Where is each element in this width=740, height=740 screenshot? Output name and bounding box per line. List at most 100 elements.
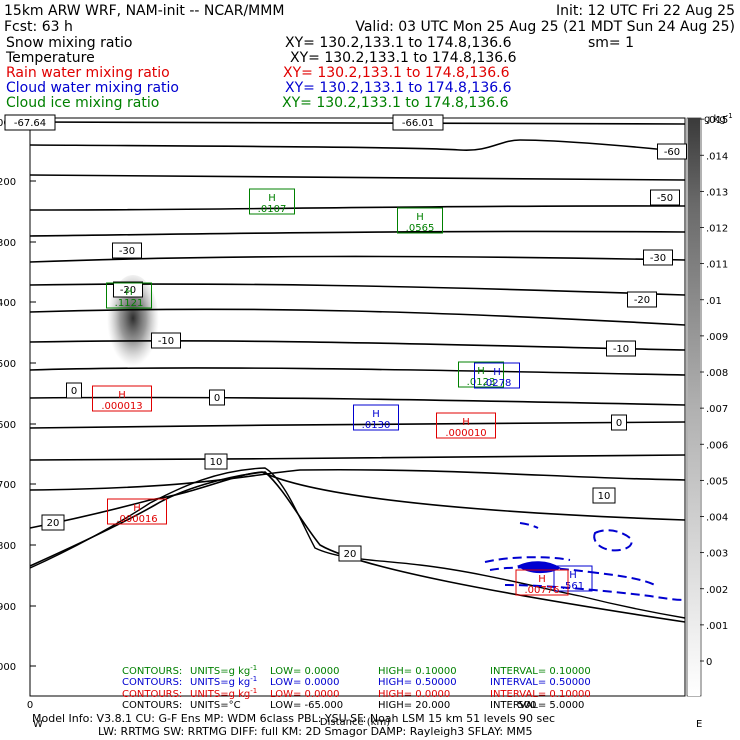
temperature-label-box <box>611 414 627 431</box>
temperature-label-box <box>592 487 616 504</box>
max-marker-box <box>92 385 152 412</box>
contour-info-interval: INTERVAL= 0.10000 <box>490 666 591 677</box>
y-tick-label: 000 <box>0 662 16 673</box>
field-name-cloud-ice: Cloud ice mixing ratio <box>6 95 159 111</box>
max-marker-letter: H <box>125 287 133 298</box>
colorbar-tick-label: .004 <box>706 513 728 524</box>
contour-info-interval: INTERVAL= 0.50000 <box>490 677 591 688</box>
max-markers: H.0107H.0565H.1121H.0123H.0278H.0130H.56… <box>92 188 593 596</box>
temperature-label: -50 <box>657 193 673 204</box>
contour-info-high: HIGH= 0.50000 <box>378 677 457 688</box>
colorbar-tick-label: .014 <box>706 151 728 162</box>
contour-info-units: UNITS=g kg-1 <box>190 664 257 677</box>
temperature-label-box <box>112 242 142 259</box>
contour-info-units: UNITS=g kg-1 <box>190 675 257 688</box>
y-tick-label: 900 <box>0 602 16 613</box>
colorbar-tick-label: .011 <box>706 260 728 271</box>
temperature-label: 20 <box>344 549 357 560</box>
colorbar-tick-label: .003 <box>706 549 728 560</box>
contour-info-label: CONTOURS: <box>122 689 182 700</box>
temperature-label-box <box>4 114 56 131</box>
temperature-label-box <box>151 332 181 349</box>
temperature-label: -20 <box>120 285 136 296</box>
forecast-hour: Fcst: 63 h <box>4 19 73 35</box>
contour-info-low: LOW= 0.0000 <box>270 666 340 677</box>
max-marker-box <box>353 404 399 431</box>
colorbar-unit: g kg-1 <box>704 112 733 125</box>
field-xy-snow: XY= 130.2,133.1 to 174.8,136.6 <box>285 35 512 51</box>
contour-info-low: LOW= 0.0000 <box>270 677 340 688</box>
contour-info-high: HIGH= 0.0000 <box>378 689 450 700</box>
colorbar-tick-label: .009 <box>706 332 728 343</box>
field-xy-temperature: XY= 130.2,133.1 to 174.8,136.6 <box>290 50 517 66</box>
x-end-east: E <box>696 719 702 730</box>
temperature-label: -60 <box>664 147 680 158</box>
temperature-label: -20 <box>634 295 650 306</box>
max-marker-letter: H <box>493 367 501 378</box>
temperature-label-box <box>606 340 636 357</box>
field-xy-cloud-water: XY= 130.2,133.1 to 174.8,136.6 <box>285 80 512 96</box>
field-name-rain: Rain water mixing ratio <box>6 65 170 81</box>
max-marker-letter: H <box>372 409 380 420</box>
temperature-label: 10 <box>210 457 223 468</box>
temperature-label: 0 <box>616 418 622 429</box>
x-end-west: W <box>33 719 43 730</box>
max-marker-letter: H <box>416 212 424 223</box>
x-tick-0: 0 <box>27 700 33 711</box>
max-marker-value: .00776 <box>525 585 560 596</box>
temperature-label: -10 <box>613 344 629 355</box>
max-marker-box <box>249 188 295 215</box>
colorbar-tick-label: .015 <box>706 115 728 126</box>
y-tick-label: 400 <box>0 298 16 309</box>
field-xy-cloud-ice: XY= 130.2,133.1 to 174.8,136.6 <box>282 95 509 111</box>
temperature-label: -67.64 <box>14 118 46 129</box>
max-marker-letter: H <box>569 570 577 581</box>
field-name-temperature: Temperature <box>5 50 95 66</box>
max-marker-letter: H <box>477 366 485 377</box>
max-marker-value: .0278 <box>483 378 512 389</box>
field-extra-snow: sm= 1 <box>588 35 634 51</box>
contour-info-high: HIGH= 0.10000 <box>378 666 457 677</box>
contour-info-interval: INTERVAL= 5.0000 <box>490 700 584 711</box>
temperature-label-box <box>113 281 143 298</box>
temperature-label-box <box>392 114 444 131</box>
field-xy-rain: XY= 130.2,133.1 to 174.8,136.6 <box>283 65 510 81</box>
contour-info-low: LOW= 0.0000 <box>270 689 340 700</box>
field-name-cloud-water: Cloud water mixing ratio <box>6 80 179 96</box>
max-marker-box <box>458 361 504 388</box>
temperature-label: -66.01 <box>402 118 434 129</box>
valid-time: Valid: 03 UTC Mon 25 Aug 25 (21 MDT Sun … <box>355 19 735 35</box>
max-marker-box <box>553 565 593 592</box>
max-marker-letter: H <box>462 417 470 428</box>
contour-info: CONTOURS: UNITS=g kg-1 LOW= 0.0000 HIGH= 0.… <box>122 664 591 711</box>
temperature-label-box <box>650 189 680 206</box>
max-marker-letter: H <box>133 503 141 514</box>
colorbar-tick-label: 0 <box>706 657 712 668</box>
max-marker-value: .0123 <box>467 377 496 388</box>
max-marker-box <box>515 569 569 596</box>
colorbar: g kg-1 .015 .014 .013 .012 .011 .01 .009 .008 .0… <box>686 112 733 697</box>
colorbar-fill <box>688 118 700 696</box>
plot-frame <box>29 117 686 697</box>
temperature-isotherms <box>29 121 686 623</box>
contour-info-label: CONTOURS: <box>122 677 182 688</box>
y-tick-label: 300 <box>0 238 16 249</box>
colorbar-tick-label: .002 <box>706 585 728 596</box>
temperature-label-box <box>338 545 362 562</box>
max-marker-letter: H <box>268 193 276 204</box>
colorbar-tick-label: .012 <box>706 224 728 235</box>
terrain-line <box>29 467 686 619</box>
y-axis: 00200300400500600700800900000 <box>0 118 36 673</box>
x-axis: 0 500 Distance (km) W E <box>27 700 703 730</box>
cloud-water-contours <box>484 522 686 601</box>
max-marker-box <box>397 207 443 234</box>
colorbar-tick-label: .007 <box>706 404 728 415</box>
temperature-label-box <box>627 291 657 308</box>
temperature-label: -30 <box>650 253 666 264</box>
max-marker-value: .0565 <box>406 223 435 234</box>
footer-model-info: Model Info: V3.8.1 CU: G-F Ens MP: WDM 6… <box>32 712 555 725</box>
contour-info-interval: INTERVAL= 0.10000 <box>490 689 591 700</box>
y-tick-label: 700 <box>0 480 16 491</box>
